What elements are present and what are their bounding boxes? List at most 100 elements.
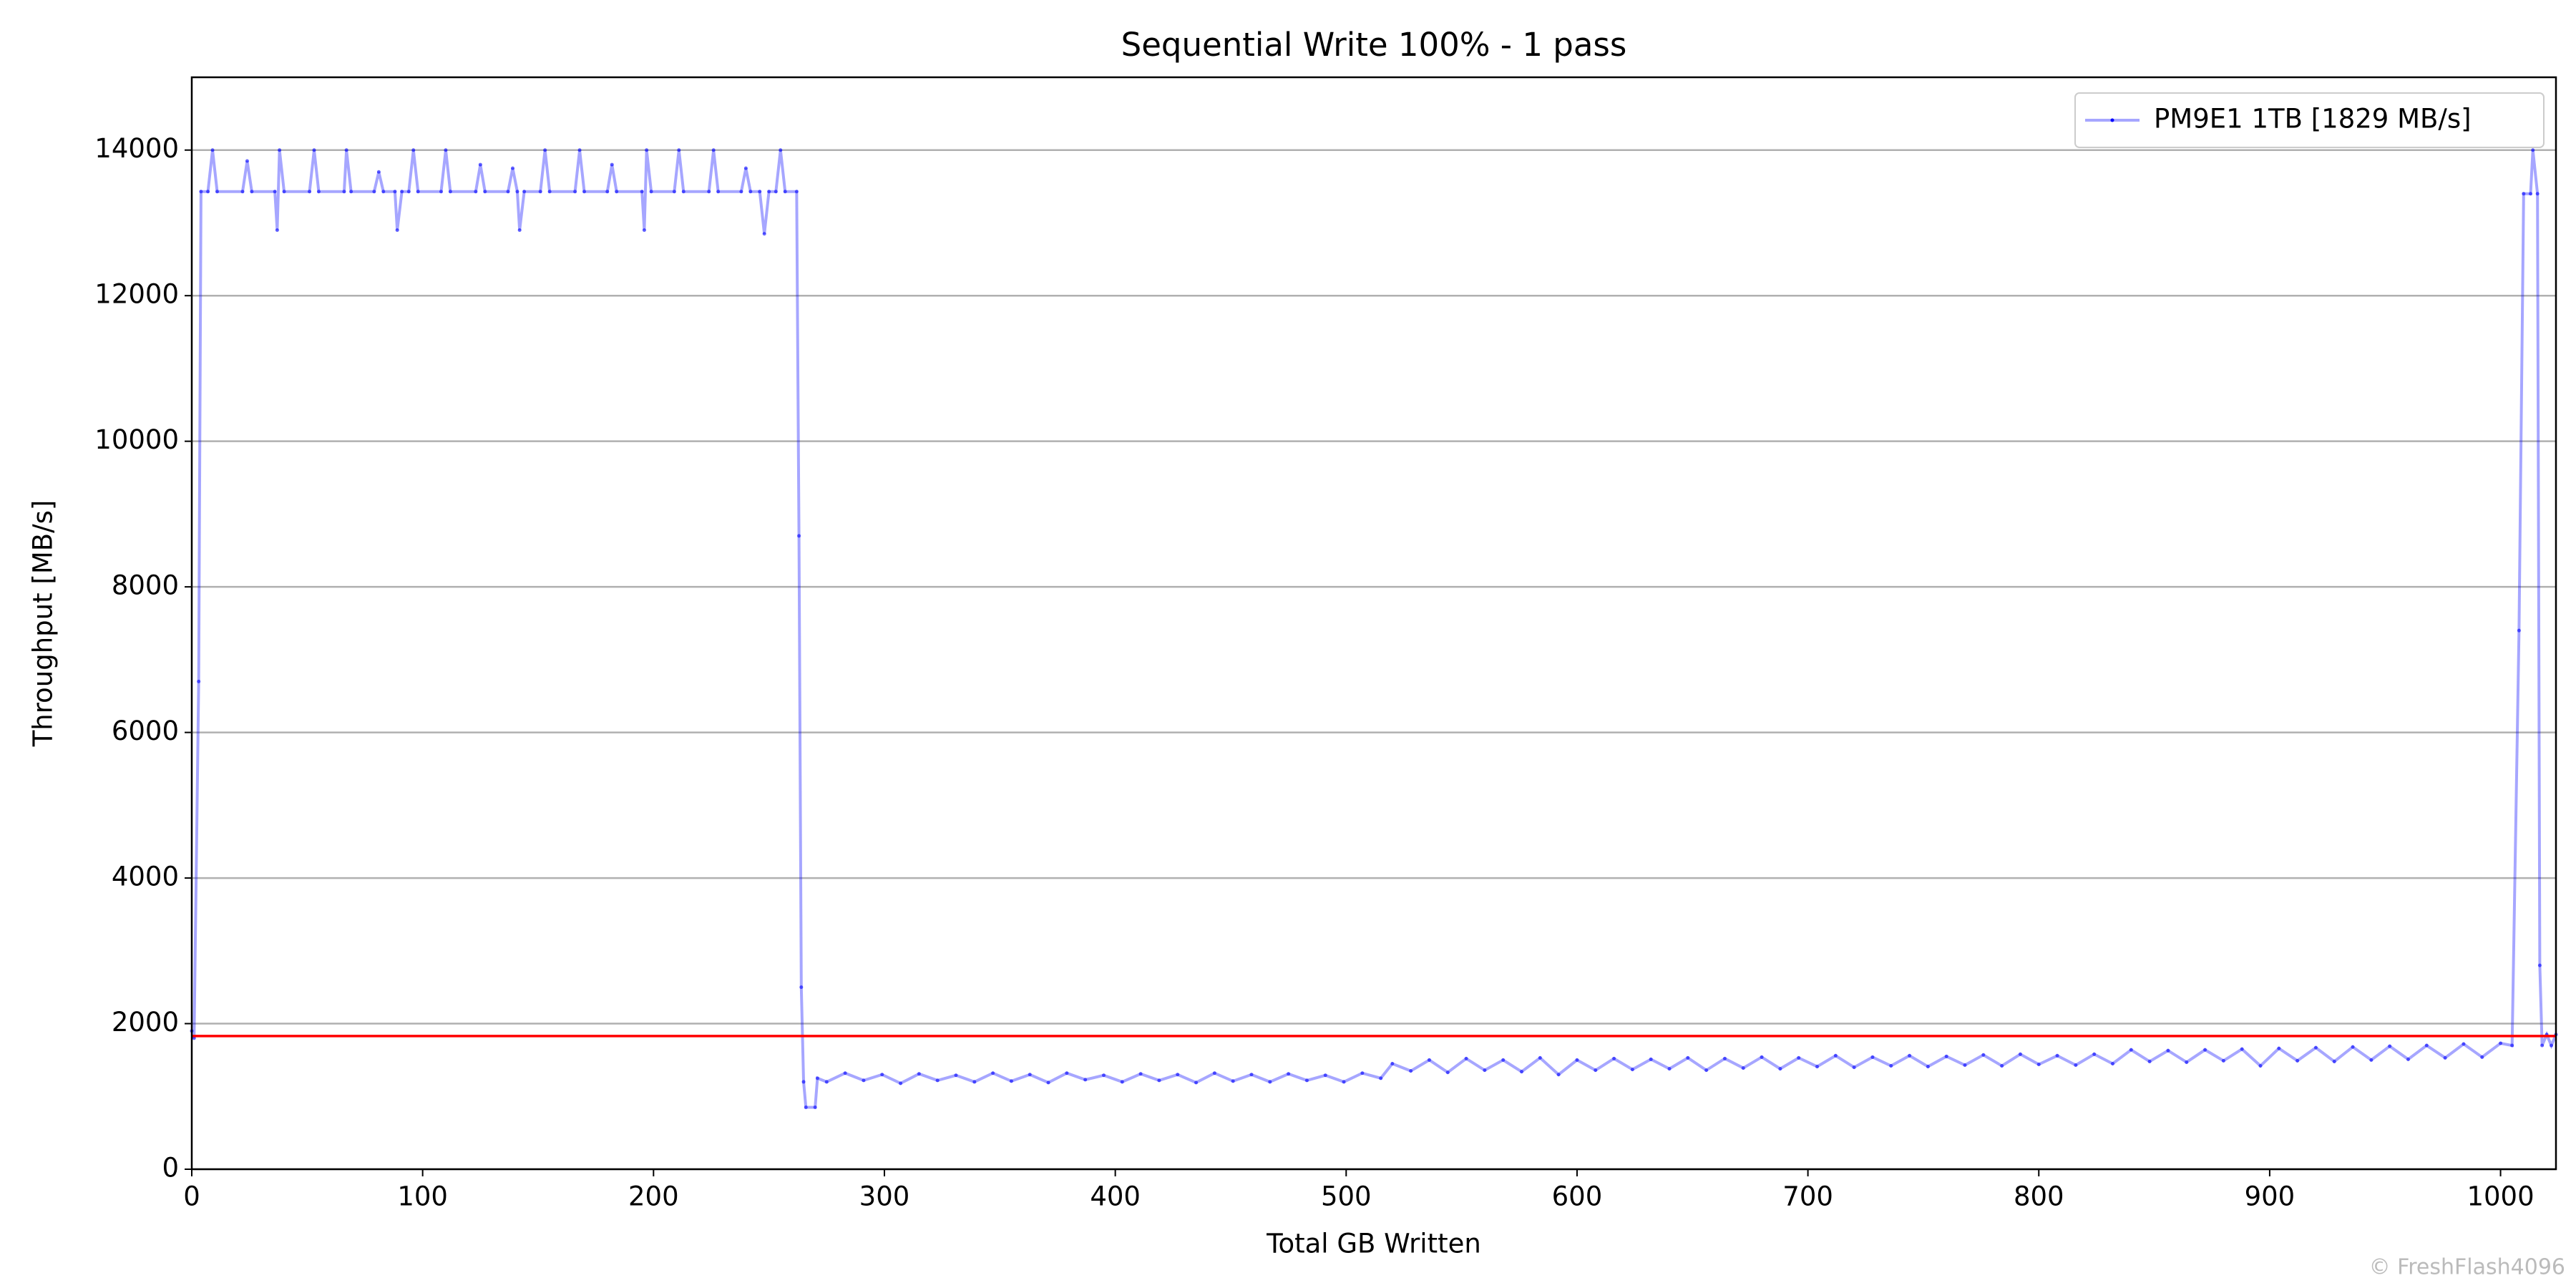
data-point xyxy=(1157,1078,1161,1083)
data-point xyxy=(1741,1066,1745,1070)
data-point xyxy=(483,190,487,194)
data-point xyxy=(1379,1076,1383,1080)
data-point xyxy=(506,190,510,194)
data-point xyxy=(411,148,416,152)
data-point xyxy=(972,1080,977,1084)
data-point xyxy=(2332,1059,2336,1063)
data-point xyxy=(349,190,353,194)
data-point xyxy=(250,190,254,194)
data-point xyxy=(1194,1080,1199,1085)
x-tick-label: 600 xyxy=(1552,1181,1603,1212)
data-point xyxy=(342,190,346,194)
data-point xyxy=(954,1073,958,1078)
data-point xyxy=(681,190,686,194)
data-point xyxy=(547,190,552,194)
data-point xyxy=(645,148,649,152)
data-point xyxy=(2258,1064,2263,1068)
data-point xyxy=(273,190,277,194)
data-point xyxy=(804,1106,808,1110)
data-point xyxy=(316,190,321,194)
data-point xyxy=(813,1106,817,1110)
data-point xyxy=(577,148,582,152)
data-point xyxy=(1501,1058,1506,1062)
data-point xyxy=(416,190,420,194)
data-point xyxy=(245,159,249,163)
data-point xyxy=(1797,1055,1801,1060)
data-point xyxy=(1926,1065,1930,1069)
data-point xyxy=(2221,1058,2225,1063)
data-point xyxy=(2462,1042,2466,1046)
watermark: © FreshFlash4096 xyxy=(2369,1255,2565,1280)
data-point xyxy=(510,166,514,170)
data-point xyxy=(649,190,653,194)
data-point xyxy=(573,190,577,194)
data-point xyxy=(1612,1056,1616,1060)
data-point xyxy=(1409,1069,1413,1073)
data-point xyxy=(474,190,478,194)
data-point xyxy=(393,190,397,194)
data-point xyxy=(381,190,386,194)
data-point xyxy=(344,148,348,152)
data-point xyxy=(610,162,614,167)
x-tick-label: 200 xyxy=(628,1181,679,1212)
data-point xyxy=(2277,1046,2281,1050)
data-point xyxy=(1342,1080,1346,1084)
data-point xyxy=(312,148,316,152)
data-point xyxy=(517,228,522,233)
data-point xyxy=(1138,1072,1143,1076)
x-tick-label: 800 xyxy=(2014,1181,2064,1212)
data-point xyxy=(1870,1055,1875,1059)
data-point xyxy=(406,190,411,194)
data-point xyxy=(2529,192,2533,196)
data-point xyxy=(774,190,778,194)
data-point xyxy=(1360,1071,1365,1075)
data-point xyxy=(1065,1071,1069,1075)
data-point xyxy=(758,190,762,194)
data-point xyxy=(2351,1045,2355,1049)
x-tick-label: 500 xyxy=(1321,1181,1372,1212)
x-tick-label: 400 xyxy=(1090,1181,1141,1212)
data-point xyxy=(605,190,610,194)
data-point xyxy=(2531,148,2535,152)
data-point xyxy=(711,148,716,152)
data-point xyxy=(2480,1055,2484,1059)
data-point xyxy=(1445,1070,1450,1075)
data-point xyxy=(478,162,482,167)
data-point xyxy=(843,1071,847,1075)
data-point xyxy=(538,190,542,194)
data-point xyxy=(1667,1067,1672,1071)
data-point xyxy=(672,190,676,194)
y-axis-label: Throughput [MB/s] xyxy=(28,500,59,748)
data-point xyxy=(862,1078,866,1083)
data-point xyxy=(2018,1052,2022,1056)
data-point xyxy=(1287,1072,1291,1076)
data-point xyxy=(767,190,771,194)
data-point xyxy=(1120,1080,1124,1084)
data-point xyxy=(2036,1063,2041,1067)
legend-label: PM9E1 1TB [1829 MB/s] xyxy=(2154,104,2472,135)
data-point xyxy=(762,232,766,236)
data-point xyxy=(1483,1068,1487,1073)
data-point xyxy=(1649,1057,1653,1061)
y-tick-label: 0 xyxy=(162,1153,179,1184)
data-point xyxy=(783,190,787,194)
data-point xyxy=(1981,1053,1986,1057)
data-point xyxy=(935,1078,940,1083)
data-point xyxy=(899,1081,903,1085)
data-point xyxy=(199,190,203,194)
data-point xyxy=(797,534,801,538)
data-point xyxy=(1268,1080,1272,1084)
data-point xyxy=(2499,1041,2503,1045)
data-point xyxy=(640,190,644,194)
data-point xyxy=(739,190,743,194)
data-point xyxy=(210,148,215,152)
data-point xyxy=(444,148,448,152)
data-point xyxy=(1815,1065,1819,1069)
data-point xyxy=(2550,1043,2554,1048)
data-point xyxy=(2522,192,2526,196)
data-point xyxy=(642,228,646,233)
data-point xyxy=(2535,192,2540,196)
data-point xyxy=(197,679,201,683)
data-point xyxy=(815,1076,819,1080)
chart-title: Sequential Write 100% - 1 pass xyxy=(1121,26,1627,64)
